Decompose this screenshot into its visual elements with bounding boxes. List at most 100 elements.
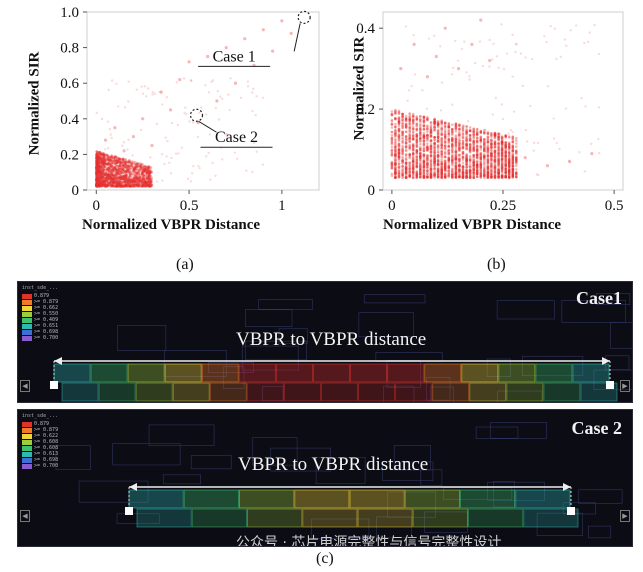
- scatter-point: [429, 174, 433, 177]
- scatter-point: [429, 147, 433, 150]
- scatter-point: [465, 147, 468, 151]
- scatter-point: [134, 165, 138, 168]
- scatter-point: [500, 173, 504, 177]
- scatter-point: [422, 162, 426, 166]
- scatter-point: [465, 154, 468, 158]
- scatter-point: [107, 169, 111, 173]
- scatter-point: [479, 129, 483, 133]
- scatter-point: [394, 112, 397, 115]
- scatter-point: [117, 158, 120, 161]
- scatter-point: [148, 169, 151, 173]
- scatter-point: [507, 169, 511, 172]
- scatter-point: [397, 147, 401, 151]
- scatter-point: [97, 162, 101, 165]
- scatter-point: [289, 31, 293, 35]
- scatter-point: [419, 172, 422, 176]
- scatter-point: [132, 183, 136, 187]
- scatter-point: [511, 158, 515, 161]
- scatter-point: [440, 150, 443, 153]
- scatter-point: [112, 177, 116, 181]
- scatter-point: [397, 143, 401, 146]
- scatter-point: [148, 179, 152, 183]
- scatter-point: [422, 174, 426, 178]
- scatter-point: [130, 172, 134, 175]
- scatter-point: [468, 148, 472, 152]
- scatter-point: [461, 146, 465, 150]
- layout-cell-outline: [270, 447, 331, 472]
- scatter-point: [394, 154, 397, 158]
- scatter-point: [98, 161, 101, 164]
- scatter-point: [141, 169, 145, 173]
- scatter-point: [451, 144, 454, 147]
- scatter-point: [485, 146, 488, 149]
- scroll-left-button-case1[interactable]: ◀: [20, 380, 30, 392]
- scatter-point: [96, 157, 100, 161]
- scatter-point: [108, 179, 112, 183]
- scatter-point: [511, 155, 515, 158]
- scatter-point: [440, 166, 443, 170]
- scatter-point: [144, 181, 147, 184]
- scatter-point: [131, 185, 135, 188]
- scatter-point: [479, 162, 483, 165]
- scatter-point: [426, 142, 429, 145]
- scatter-point: [127, 80, 130, 83]
- scatter-point: [507, 156, 511, 160]
- scatter-point: [121, 172, 124, 175]
- scroll-right-button-case1[interactable]: ▶: [620, 380, 630, 392]
- scatter-point: [401, 150, 404, 154]
- scatter-point: [440, 126, 443, 129]
- scatter-point: [419, 166, 422, 169]
- scatter-point: [486, 154, 490, 158]
- scatter-point: [206, 54, 210, 59]
- scatter-point: [468, 172, 472, 175]
- scroll-right-button-case2[interactable]: ▶: [620, 510, 630, 522]
- scatter-point: [500, 166, 504, 169]
- legend-label: >= 0.700: [34, 463, 59, 469]
- scatter-point: [404, 166, 408, 169]
- scroll-left-button-case2[interactable]: ◀: [20, 510, 30, 522]
- scatter-point: [475, 156, 479, 160]
- scatter-point: [141, 184, 145, 187]
- scatter-point: [390, 153, 394, 157]
- scatter-point: [96, 183, 99, 186]
- scatter-point: [141, 173, 144, 177]
- scatter-point: [475, 170, 479, 173]
- scatter-point: [490, 155, 493, 158]
- scatter-point: [497, 132, 500, 135]
- scatter-point: [104, 177, 108, 180]
- scatter-point: [504, 170, 507, 174]
- scatter-point: [475, 171, 479, 174]
- scatter-point: [95, 111, 98, 115]
- scatter-point: [486, 166, 490, 170]
- scatter-point: [115, 185, 118, 188]
- scatter-point: [500, 147, 504, 150]
- layout-cell-outline: [382, 461, 434, 482]
- scatter-point: [433, 136, 436, 139]
- scatter-point: [114, 184, 117, 188]
- scatter-point: [96, 184, 100, 188]
- scatter-point: [465, 132, 468, 135]
- scatter-point: [397, 169, 401, 172]
- scatter-point: [98, 169, 102, 173]
- scatter-point: [390, 141, 394, 144]
- scatter-point: [475, 130, 479, 134]
- scatter-point: [493, 140, 497, 143]
- scatter-point: [109, 175, 113, 178]
- scatter-point: [408, 155, 411, 159]
- scatter-point: [102, 180, 106, 183]
- scatter-point: [433, 172, 436, 175]
- scatter-point: [504, 171, 507, 175]
- scatter-point: [436, 169, 440, 172]
- scatter-point: [131, 183, 134, 187]
- scatter-point: [451, 128, 454, 131]
- scatter-point: [411, 149, 415, 152]
- scatter-point: [497, 157, 500, 161]
- scatter-point: [401, 155, 404, 159]
- scatter-point: [97, 184, 100, 188]
- scatter-point: [98, 171, 101, 175]
- layout-cell: [98, 382, 136, 402]
- scatter-point: [112, 180, 115, 184]
- scatter-point: [475, 137, 479, 141]
- scatter-point: [465, 143, 468, 146]
- scatter-point: [129, 161, 133, 164]
